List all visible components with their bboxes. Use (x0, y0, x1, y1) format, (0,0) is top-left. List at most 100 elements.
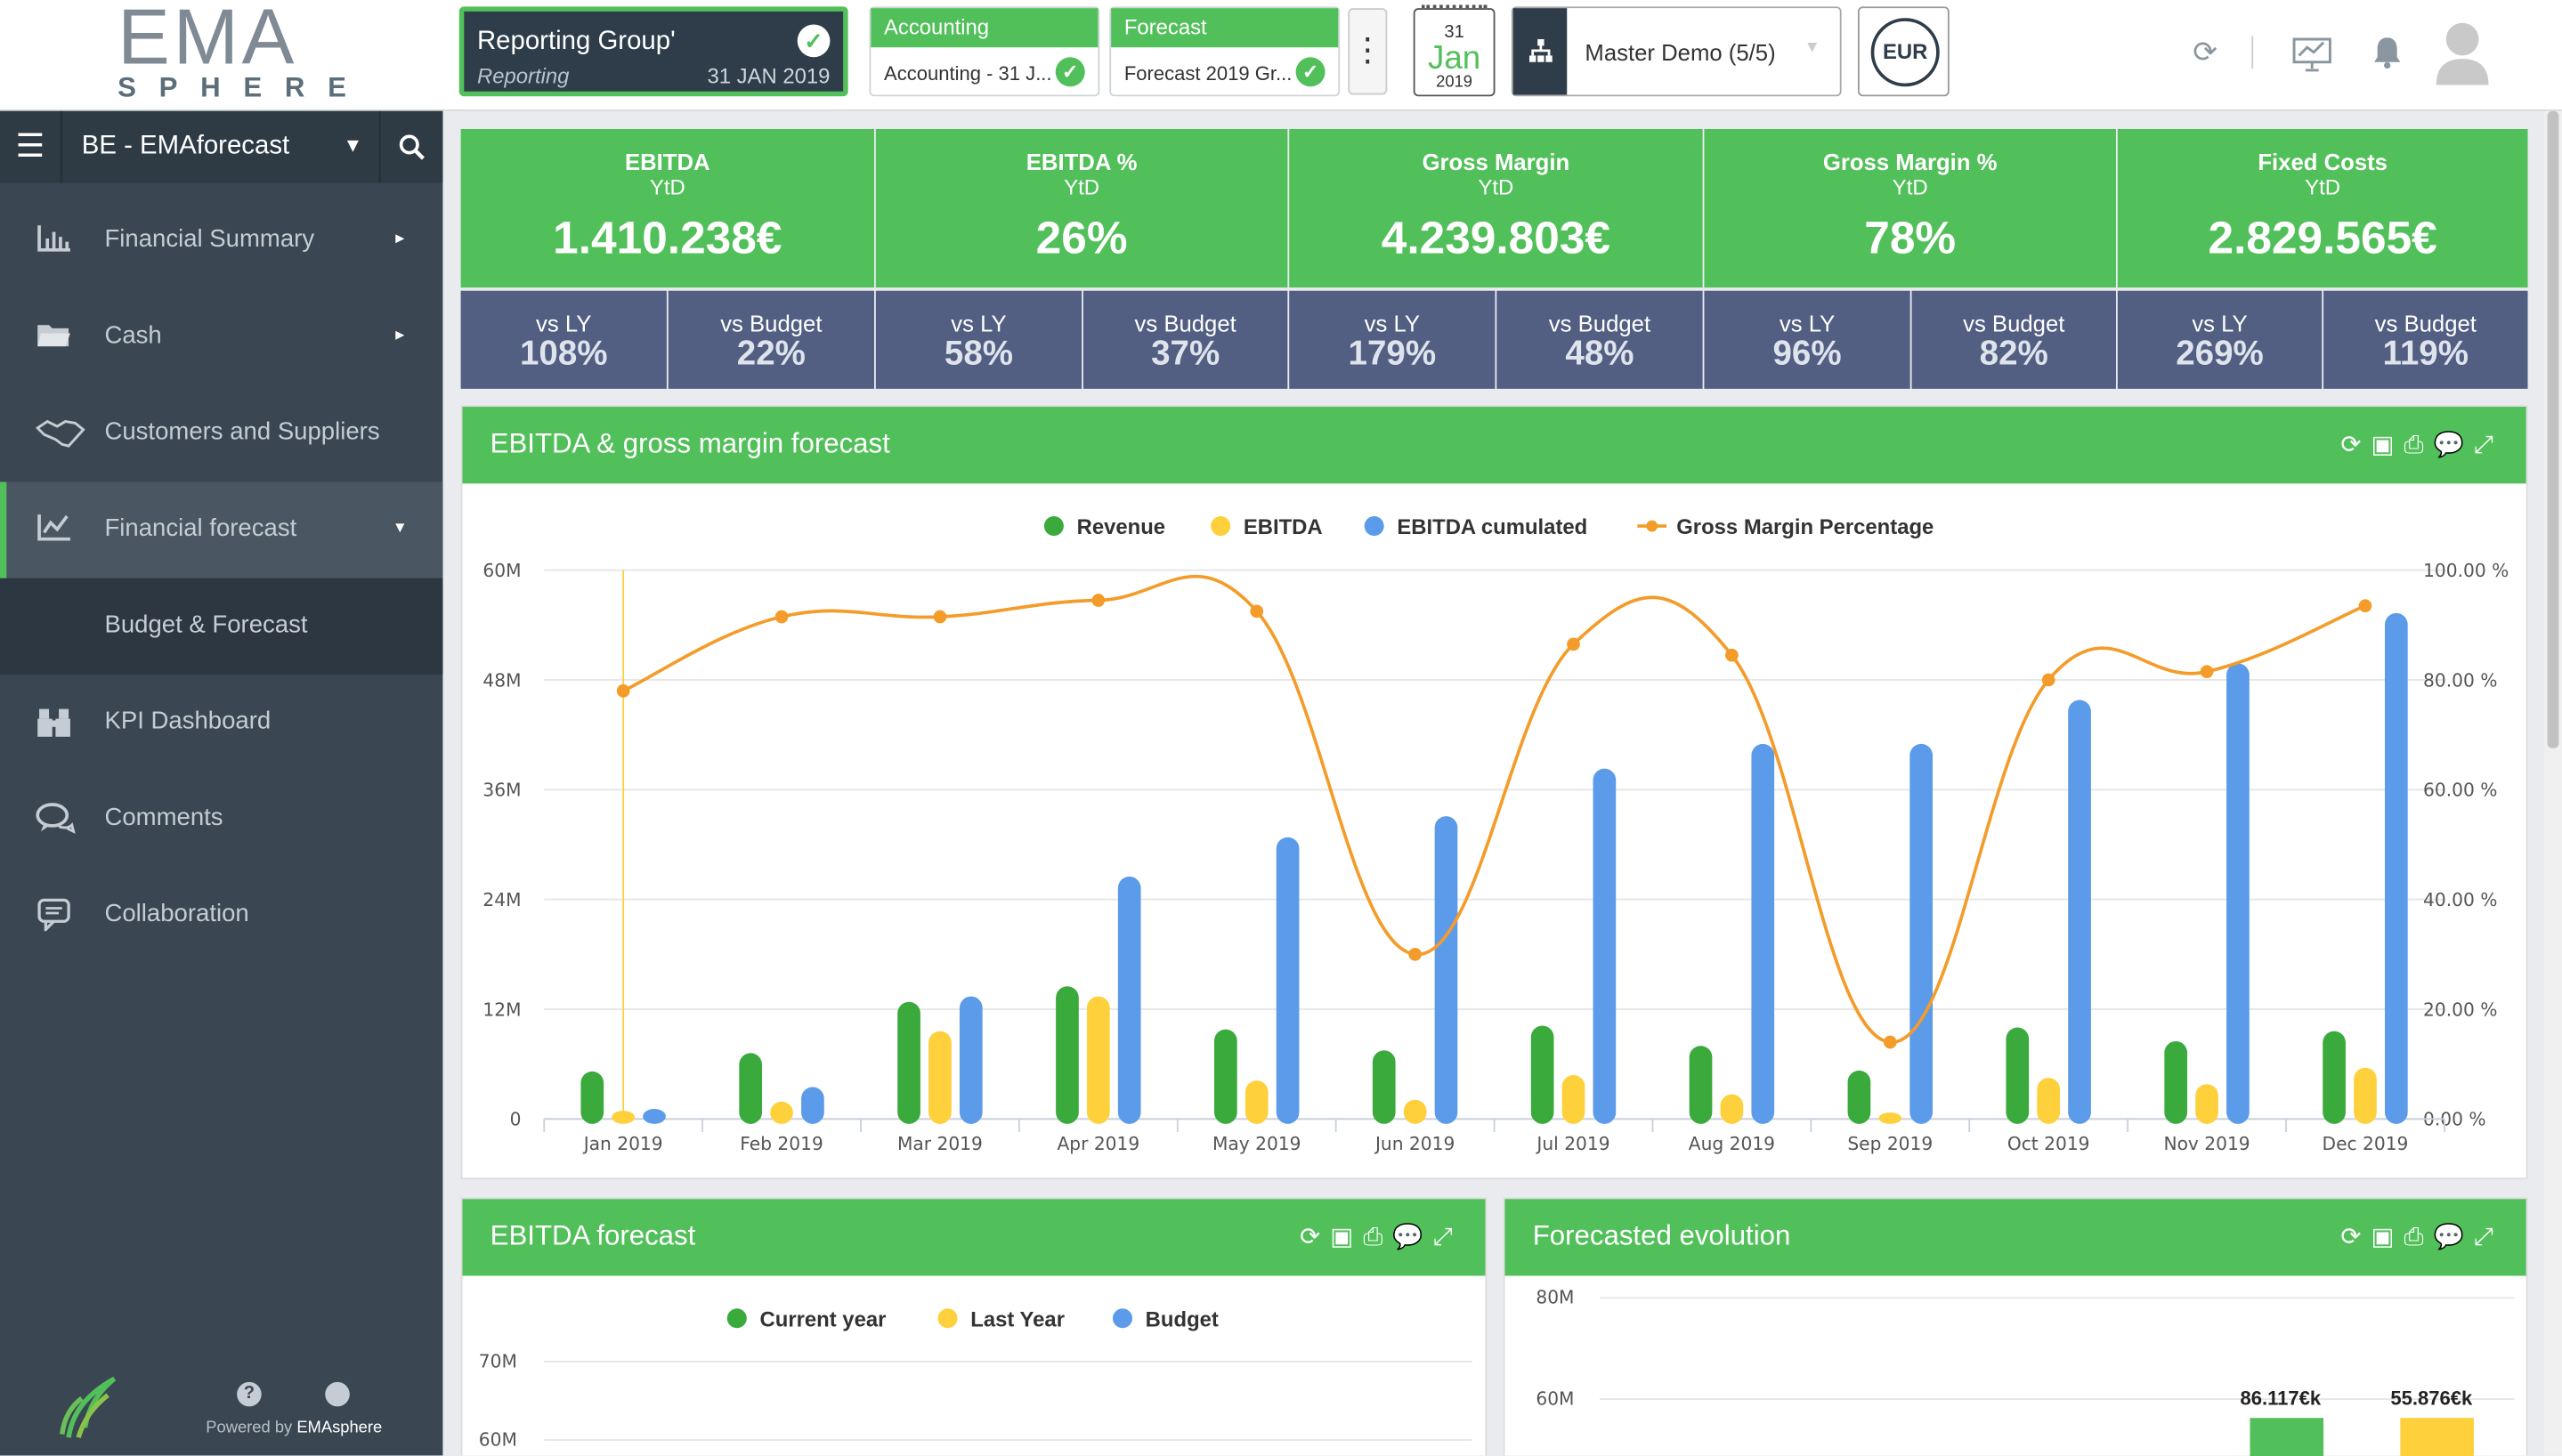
caret-down-icon[interactable]: ▼ (343, 133, 363, 158)
bar-ebitda (1403, 1099, 1427, 1124)
logo-subtext: SPHERE (118, 71, 369, 103)
x-tick-label: Oct 2019 (2007, 1133, 2090, 1154)
print-icon[interactable]: ⎙ (2404, 1223, 2434, 1251)
expand-icon[interactable]: ⤢ (2473, 1223, 2503, 1251)
comment-icon[interactable]: 💬 (1392, 1223, 1433, 1251)
kpi-card[interactable]: EBITDA % YtD 26% (875, 129, 1288, 288)
image-export-icon[interactable]: ▣ (1330, 1223, 1364, 1251)
more-options-button[interactable]: ⋮ (1348, 8, 1388, 95)
ebitda-forecast-panel: EBITDA forecast ⟳▣⎙💬⤢ Current year Last … (460, 1197, 1488, 1456)
comment-icon[interactable]: 💬 (2433, 431, 2474, 459)
expand-icon[interactable]: ⤢ (1432, 1223, 1463, 1251)
sidebar-item-label: Collaboration (104, 900, 249, 928)
x-tick-label: Aug 2019 (1689, 1133, 1775, 1154)
bell-icon[interactable] (2372, 36, 2402, 77)
comments-icon (36, 802, 76, 835)
legend-item[interactable]: Gross Margin Percentage (1637, 514, 1934, 539)
print-icon[interactable]: ⎙ (1363, 1223, 1393, 1251)
sidebar-item-customers-suppliers[interactable]: Customers and Suppliers (0, 385, 442, 481)
legend-label: Gross Margin Percentage (1676, 514, 1934, 539)
expand-icon[interactable]: ⤢ (2473, 431, 2503, 459)
kpi-period: YtD (1064, 174, 1099, 199)
bar-revenue (1689, 1046, 1713, 1124)
legend-budget[interactable]: Budget (1112, 1306, 1219, 1331)
kpi-comparison[interactable]: vs LY 269% (2117, 290, 2323, 389)
refresh-icon[interactable]: ⟳ (2340, 1223, 2371, 1251)
bar-ebitda (2354, 1067, 2377, 1124)
reporting-selector[interactable]: Reporting Group' Reporting 31 JAN 2019 ✓ (458, 6, 848, 97)
entity-selector[interactable]: BE - EMAforecast (81, 132, 290, 160)
currency-selector[interactable]: EUR (1857, 6, 1950, 97)
legend-current-year[interactable]: Current year (726, 1306, 886, 1331)
bar-last-year[interactable] (2400, 1418, 2474, 1456)
handshake-icon (35, 417, 85, 449)
sidebar-item-financial-forecast[interactable]: Financial forecast ▾ (0, 481, 443, 578)
sidebar-item-cash[interactable]: Cash ▸ (0, 289, 442, 385)
page-scrollbar[interactable] (2543, 110, 2562, 1456)
divider (2251, 36, 2254, 69)
bar-ebitda-cumulated (1434, 816, 1458, 1124)
emasphere-leaf-logo (59, 1372, 121, 1449)
accounting-value: Accounting - 31 J... (884, 61, 1052, 85)
comment-icon[interactable]: 💬 (2433, 1223, 2474, 1251)
gross-margin-point (2358, 599, 2372, 613)
kpi-comparison[interactable]: vs LY 96% (1704, 290, 1910, 389)
help-icon[interactable]: ? (237, 1381, 262, 1407)
legend-last-year[interactable]: Last Year (937, 1306, 1065, 1331)
comparison-label: vs LY (951, 310, 1007, 337)
avatar[interactable] (2435, 20, 2490, 85)
refresh-icon[interactable]: ⟳ (2340, 431, 2371, 459)
accounting-selector[interactable]: Accounting Accounting - 31 J... ✓ (869, 6, 1100, 97)
kpi-comparison[interactable]: vs Budget 48% (1496, 290, 1703, 389)
kpi-card[interactable]: Gross Margin YtD 4.239.803€ (1289, 129, 1703, 288)
kpi-comparison[interactable]: vs Budget 37% (1082, 290, 1288, 389)
bar-revenue (1056, 986, 1079, 1124)
sidebar-item-collaboration[interactable]: Collaboration (0, 868, 442, 964)
legend-item[interactable]: EBITDA (1211, 514, 1323, 539)
kpi-card[interactable]: EBITDA YtD 1.410.238€ (460, 129, 874, 288)
gross-margin-point (616, 684, 630, 698)
kpi-period: YtD (1478, 174, 1514, 199)
image-export-icon[interactable]: ▣ (2371, 1223, 2404, 1251)
sidebar-item-budget-forecast[interactable]: Budget & Forecast (0, 578, 443, 675)
gross-margin-point (2041, 673, 2055, 687)
comparison-label: vs LY (536, 310, 592, 337)
kpi-comparison[interactable]: vs Budget 82% (1911, 290, 2116, 389)
bar-revenue (1214, 1029, 1237, 1124)
kpi-comparison[interactable]: vs LY 179% (1289, 290, 1496, 389)
legend-swatch (937, 1308, 958, 1329)
search-icon[interactable] (378, 110, 443, 183)
sidebar: ☰ BE - EMAforecast ▼ Financial Summary ▸… (0, 110, 443, 1456)
kpi-card[interactable]: Fixed Costs YtD 2.829.565€ (2117, 129, 2528, 288)
kpi-comparison[interactable]: vs LY 58% (875, 290, 1082, 389)
kpi-value: 4.239.803€ (1381, 212, 1610, 263)
x-tick-label: Sep 2019 (1847, 1133, 1933, 1154)
x-tick-label: Apr 2019 (1057, 1133, 1139, 1154)
bar-current[interactable] (2250, 1418, 2324, 1456)
sidebar-item-financial-summary[interactable]: Financial Summary ▸ (0, 193, 442, 289)
emasphere-logo[interactable]: EMA SPHERE (104, 0, 346, 108)
legend-item[interactable]: Revenue (1043, 514, 1165, 539)
date-picker[interactable]: 31 Jan 2019 (1413, 4, 1496, 97)
presentation-icon[interactable] (2292, 36, 2331, 80)
hamburger-menu-icon[interactable]: ☰ (0, 110, 62, 183)
kpi-comparison[interactable]: vs Budget 22% (668, 290, 874, 389)
refresh-icon[interactable]: ⟳ (1300, 1223, 1331, 1251)
globe-icon[interactable] (325, 1381, 350, 1407)
scrollbar-thumb[interactable] (2547, 110, 2559, 748)
image-export-icon[interactable]: ▣ (2371, 431, 2404, 459)
y2-tick-label: 0.00 % (2423, 1109, 2486, 1130)
sidebar-item-comments[interactable]: Comments (0, 771, 442, 867)
kpi-comparison[interactable]: vs LY 108% (460, 290, 667, 389)
sidebar-item-kpi-dashboard[interactable]: KPI Dashboard (0, 675, 442, 771)
forecast-selector[interactable]: Forecast Forecast 2019 Gr... ✓ (1109, 6, 1341, 97)
legend-item[interactable]: EBITDA cumulated (1364, 514, 1587, 539)
bar-revenue (2323, 1031, 2346, 1124)
kpi-comparison[interactable]: vs Budget 119% (2323, 290, 2528, 389)
company-selector[interactable]: Master Demo (5/5) ▼ (1511, 6, 1842, 97)
refresh-icon[interactable]: ⟳ (2193, 36, 2217, 69)
kpi-card[interactable]: Gross Margin % YtD 78% (1704, 129, 2116, 288)
y2-tick-label: 20.00 % (2423, 999, 2497, 1020)
print-icon[interactable]: ⎙ (2404, 431, 2434, 459)
legend-label: Budget (1145, 1306, 1219, 1331)
